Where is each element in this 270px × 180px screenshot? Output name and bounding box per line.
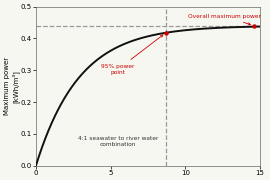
Y-axis label: Maximum power
[kWh/m³]: Maximum power [kWh/m³] (4, 57, 19, 115)
Text: Overall maximum power: Overall maximum power (188, 14, 261, 25)
Text: 95% power
point: 95% power point (101, 35, 163, 75)
Text: 4:1 seawater to river water
combination: 4:1 seawater to river water combination (78, 136, 158, 147)
